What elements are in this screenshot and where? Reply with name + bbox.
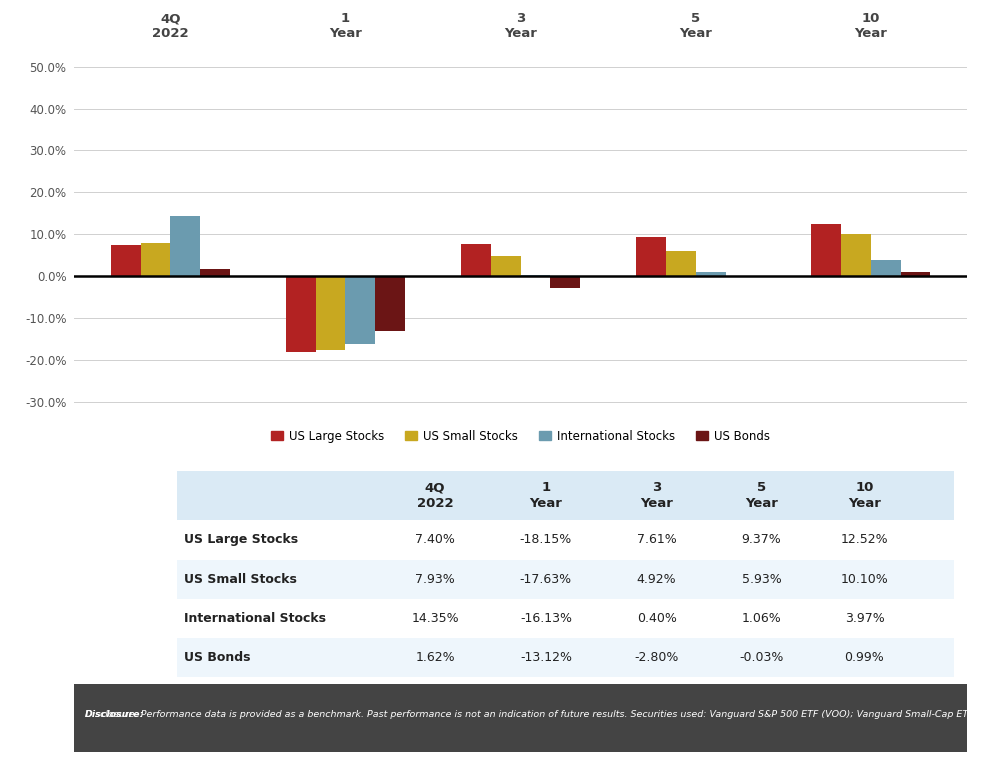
- Bar: [636, 237, 666, 276]
- Text: 10
Year: 10 Year: [847, 481, 880, 510]
- FancyBboxPatch shape: [176, 599, 952, 638]
- Text: -17.63%: -17.63%: [520, 572, 571, 586]
- Text: 9.37%: 9.37%: [740, 534, 781, 546]
- Bar: [666, 252, 695, 276]
- Text: 1
Year: 1 Year: [528, 481, 562, 510]
- Text: -18.15%: -18.15%: [520, 534, 572, 546]
- Bar: [140, 243, 171, 276]
- Text: US Large Stocks: US Large Stocks: [183, 534, 298, 546]
- Bar: [550, 276, 580, 288]
- Bar: [345, 276, 375, 344]
- Text: 12.52%: 12.52%: [840, 534, 887, 546]
- Bar: [840, 234, 870, 276]
- Text: 3
Year: 3 Year: [640, 481, 672, 510]
- Bar: [810, 223, 840, 276]
- Text: 1.62%: 1.62%: [415, 651, 455, 664]
- Bar: [110, 245, 140, 276]
- FancyBboxPatch shape: [74, 684, 966, 752]
- Text: 3.97%: 3.97%: [844, 612, 883, 625]
- Text: Disclosure:: Disclosure:: [85, 710, 144, 719]
- Text: 10.10%: 10.10%: [840, 572, 887, 586]
- Bar: [521, 274, 550, 276]
- Bar: [200, 270, 230, 276]
- Text: -2.80%: -2.80%: [634, 651, 678, 664]
- Bar: [286, 276, 316, 353]
- Bar: [900, 272, 930, 276]
- FancyBboxPatch shape: [176, 638, 952, 677]
- Text: 4.92%: 4.92%: [636, 572, 675, 586]
- Text: 5
Year: 5 Year: [744, 481, 777, 510]
- Bar: [316, 276, 345, 350]
- FancyBboxPatch shape: [176, 470, 952, 521]
- Text: 14.35%: 14.35%: [411, 612, 458, 625]
- Text: -13.12%: -13.12%: [520, 651, 571, 664]
- Text: 0.99%: 0.99%: [844, 651, 883, 664]
- Text: US Bonds: US Bonds: [183, 651, 250, 664]
- Text: 5.93%: 5.93%: [740, 572, 781, 586]
- Bar: [490, 255, 521, 276]
- FancyBboxPatch shape: [176, 559, 952, 599]
- Bar: [171, 216, 200, 276]
- Text: -0.03%: -0.03%: [739, 651, 783, 664]
- Text: 7.93%: 7.93%: [415, 572, 455, 586]
- Text: 1.06%: 1.06%: [740, 612, 781, 625]
- Text: 7.61%: 7.61%: [636, 534, 675, 546]
- Text: 7.40%: 7.40%: [415, 534, 455, 546]
- Bar: [460, 244, 490, 276]
- Text: International Stocks: International Stocks: [183, 612, 325, 625]
- Text: 0.40%: 0.40%: [636, 612, 675, 625]
- Text: Disclosure: Performance data is provided as a benchmark. Past performance is not: Disclosure: Performance data is provided…: [85, 710, 986, 719]
- Text: US Small Stocks: US Small Stocks: [183, 572, 297, 586]
- Bar: [695, 272, 725, 276]
- Text: -16.13%: -16.13%: [520, 612, 571, 625]
- Legend: US Large Stocks, US Small Stocks, International Stocks, US Bonds: US Large Stocks, US Small Stocks, Intern…: [266, 425, 774, 447]
- Bar: [870, 260, 900, 276]
- Bar: [375, 276, 404, 331]
- Text: 4Q
2022: 4Q 2022: [416, 481, 453, 510]
- FancyBboxPatch shape: [176, 521, 952, 559]
